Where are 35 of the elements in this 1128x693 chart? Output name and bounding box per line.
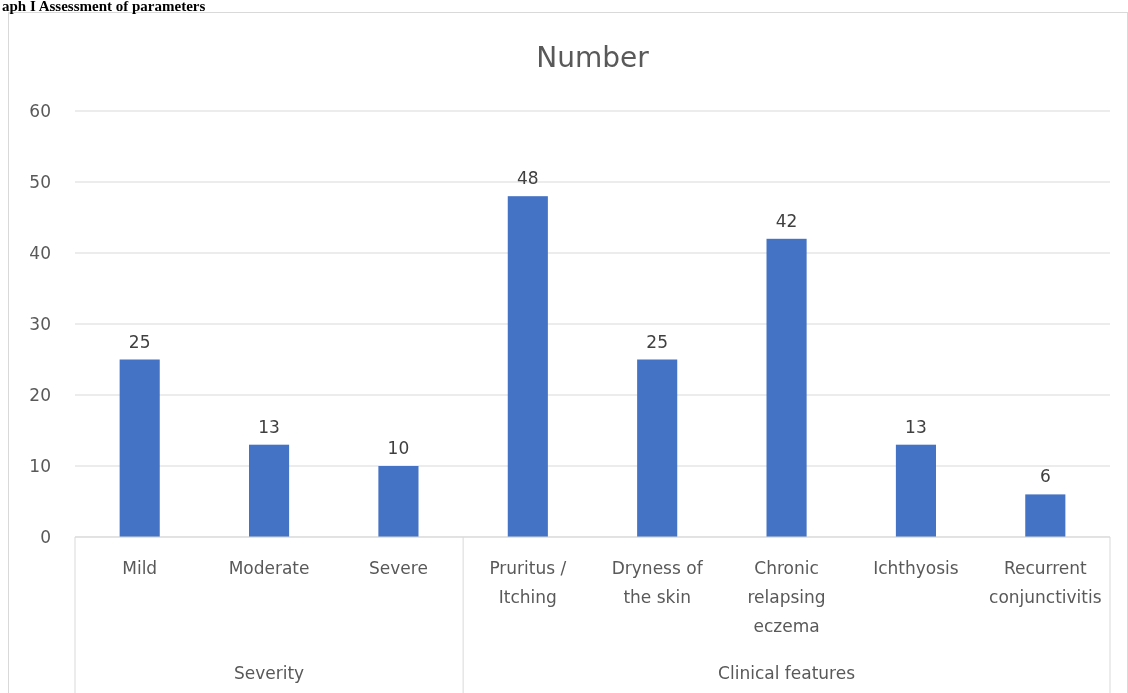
y-tick-label: 10 <box>29 455 51 476</box>
text: Severity <box>233 663 305 683</box>
bar <box>249 444 290 537</box>
x-tick-label: Mild <box>122 558 158 578</box>
y-tick-label: 20 <box>29 384 51 405</box>
data-label: 10 <box>387 438 410 458</box>
x-tick-label: Chronic relapsing eczema <box>747 558 826 636</box>
bar <box>637 359 678 537</box>
text: aph I Assessment of parameters <box>2 0 206 14</box>
x-tick-label: Pruritus / Itching <box>489 558 567 607</box>
bar <box>766 238 807 537</box>
bar <box>119 359 160 537</box>
chart-title: Number <box>536 41 650 74</box>
x-tick-label: Dryness of the skin <box>611 558 704 607</box>
x-tick-label: Severe <box>369 558 428 578</box>
bar <box>895 444 936 537</box>
bar <box>378 466 419 537</box>
data-label: 6 <box>1039 466 1051 487</box>
x-tick-label: Moderate <box>228 558 310 578</box>
y-tick-label: 60 <box>29 100 51 121</box>
y-tick-label: 30 <box>29 313 51 334</box>
data-label: 48 <box>516 168 539 189</box>
text: Clinical features <box>718 663 856 683</box>
y-tick-label: 0 <box>40 526 51 547</box>
data-label: 25 <box>646 331 669 352</box>
y-tick-label: 50 <box>29 171 51 192</box>
data-label: 25 <box>128 331 151 352</box>
data-label: 13 <box>905 416 927 437</box>
bar <box>507 196 548 537</box>
x-tick-label: Ichthyosis <box>873 558 959 578</box>
bar <box>1025 494 1066 537</box>
x-tick-label: Recurrent conjunctivitis <box>989 558 1102 607</box>
y-tick-label: 40 <box>29 242 51 263</box>
data-label: 13 <box>258 416 280 437</box>
data-label: 42 <box>775 210 798 231</box>
